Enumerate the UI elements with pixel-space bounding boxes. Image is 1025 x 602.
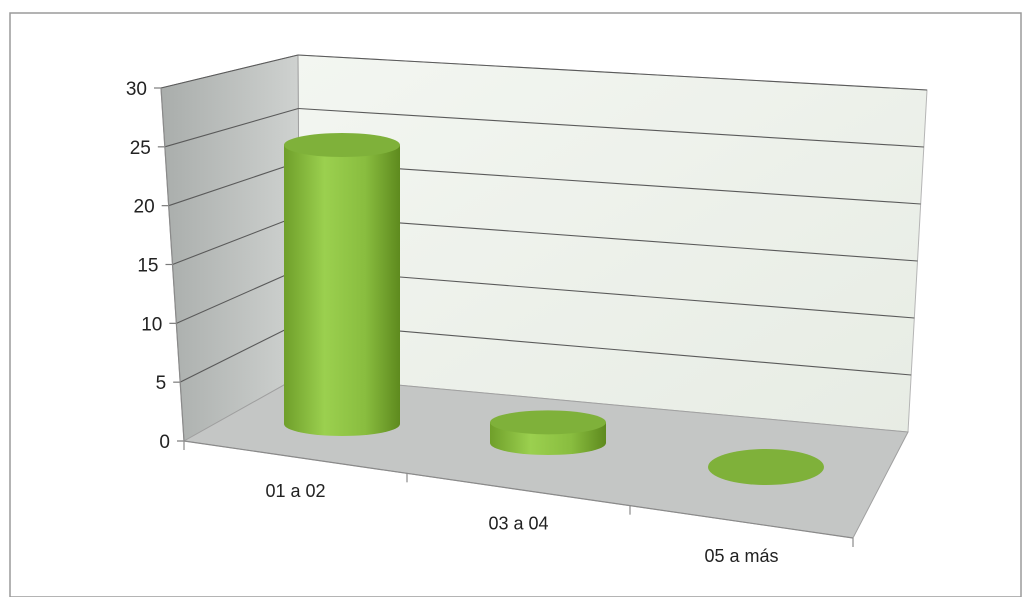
gridline-side	[172, 214, 300, 266]
gridline-side	[179, 322, 300, 383]
gridline-side	[160, 54, 299, 89]
x-tick-label: 03 a 04	[488, 514, 548, 534]
y-tick-label: 30	[126, 79, 147, 100]
y-tick-label: 5	[156, 373, 167, 394]
side-wall	[160, 54, 301, 442]
gridlines	[160, 54, 928, 383]
gridline-side	[176, 268, 300, 324]
bar-3	[708, 449, 824, 485]
x-tick-labels: 01 a 02 03 a 04 05 a más	[265, 481, 778, 566]
y-axis-line	[160, 87, 185, 442]
bar-top	[490, 410, 606, 435]
gridline-back	[297, 54, 928, 91]
x-axis	[183, 440, 854, 547]
y-axis	[154, 87, 185, 442]
bar-2	[490, 410, 606, 455]
x-tick-label: 01 a 02	[265, 481, 325, 501]
gridline-side	[164, 107, 299, 148]
gridline-back	[299, 268, 915, 319]
y-tick-label: 10	[141, 314, 162, 335]
x-axis-line	[183, 440, 854, 539]
gridline-back	[298, 161, 921, 205]
gridline-back	[299, 321, 912, 376]
y-tick-label: 20	[134, 197, 155, 218]
gridline-back	[298, 107, 924, 148]
bar-1	[284, 133, 400, 436]
bar-top	[708, 449, 824, 485]
bar-top	[284, 133, 400, 157]
y-tick-labels: 0 5 10 15 20 25 30	[126, 79, 170, 453]
bar-body	[284, 145, 400, 436]
gridline-back	[298, 214, 918, 262]
y-tick-label: 25	[130, 138, 151, 159]
x-tick-label: 05 a más	[704, 546, 778, 566]
gridline-side	[168, 161, 299, 207]
bars	[284, 133, 824, 485]
y-tick-label: 0	[159, 432, 170, 453]
y-tick-label: 15	[137, 256, 158, 277]
